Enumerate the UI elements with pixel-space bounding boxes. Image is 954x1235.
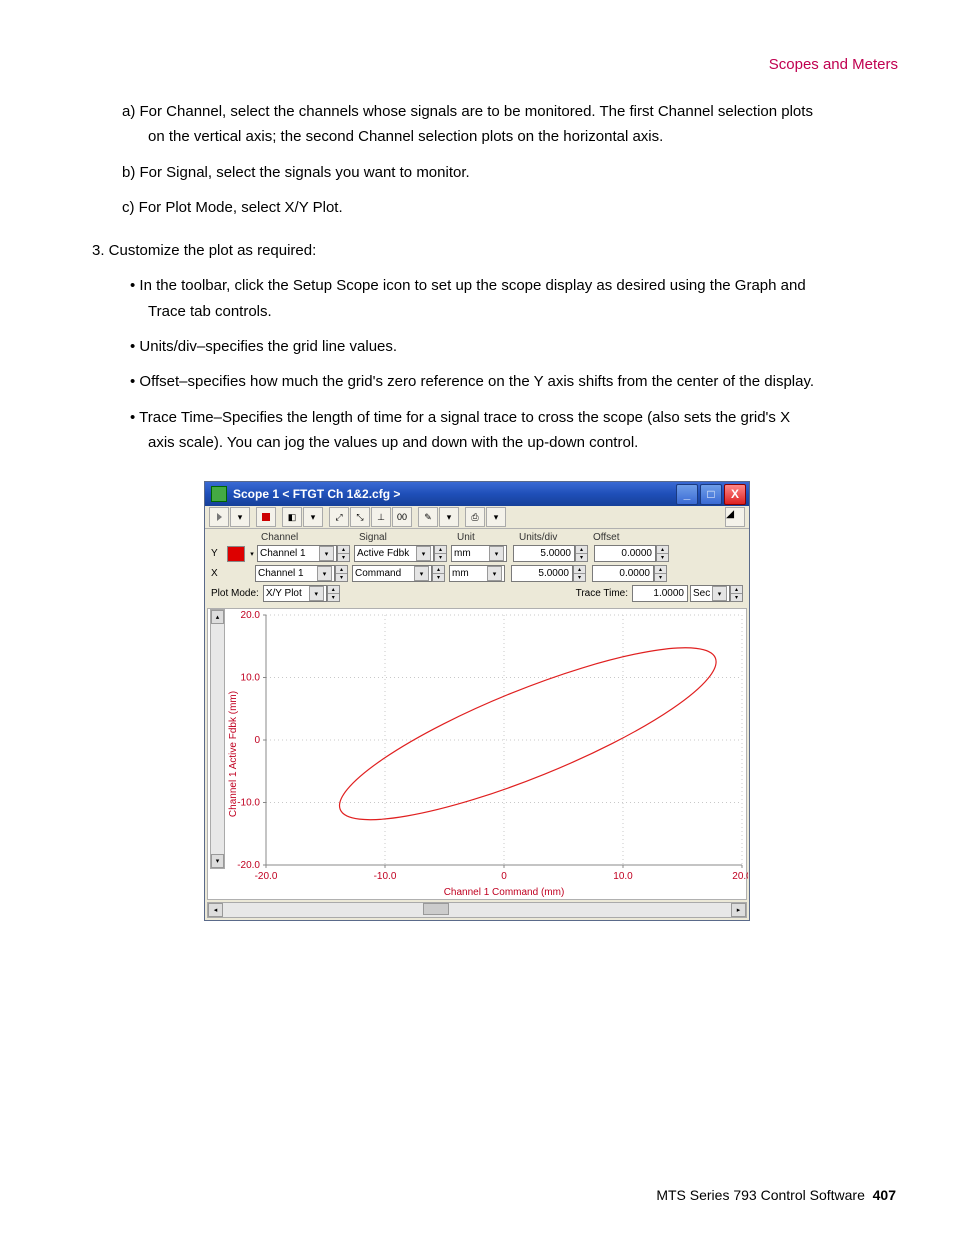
tracetime-label: Trace Time: xyxy=(576,588,628,599)
vscroll-up[interactable]: ▴ xyxy=(211,610,224,624)
col-channel: Channel xyxy=(261,532,359,543)
svg-text:-20.0: -20.0 xyxy=(237,860,260,871)
window-titlebar[interactable]: Scope 1 < FTGT Ch 1&2.cfg > _ □ X xyxy=(205,482,749,506)
step-a: a) For Channel, select the channels whos… xyxy=(56,101,898,122)
autoscale-button[interactable]: ◢ xyxy=(725,507,745,527)
bullet-1-cont: Trace tab controls. xyxy=(56,301,898,322)
play-dropdown[interactable]: ▾ xyxy=(230,507,250,527)
col-unitsdiv: Units/div xyxy=(519,532,593,543)
bullet-4: • Trace Time–Specifies the length of tim… xyxy=(56,407,898,428)
y-unitsdiv-field[interactable]: 5.0000 xyxy=(513,545,575,562)
toolbar: ▾ ◧ ▾ ⤢ ⤡ ⊥ 00 ✎ ▾ ⎙ ▾ ◢ xyxy=(205,506,749,529)
y-offset-field[interactable]: 0.0000 xyxy=(594,545,656,562)
maximize-button[interactable]: □ xyxy=(700,484,722,505)
tool-1[interactable]: ⤢ xyxy=(329,507,349,527)
col-signal: Signal xyxy=(359,532,457,543)
row-x: X Channel 1▾ ▴▾ Command▾ ▴▾ mm▾ 5.0000 ▴… xyxy=(211,565,743,582)
page-footer: MTS Series 793 Control Software 407 xyxy=(656,1187,896,1203)
svg-text:Channel 1 Active Fdbk (mm): Channel 1 Active Fdbk (mm) xyxy=(228,691,239,817)
svg-text:20.0: 20.0 xyxy=(732,871,748,882)
step-3: 3. Customize the plot as required: xyxy=(56,240,898,261)
tool-5-dropdown[interactable]: ▾ xyxy=(439,507,459,527)
stop-button[interactable] xyxy=(256,507,276,527)
row-y: Y ▾ Channel 1▾ ▴▾ Active Fdbk▾ ▴▾ mm▾ 5.… xyxy=(211,545,743,562)
step-c: c) For Plot Mode, select X/Y Plot. xyxy=(56,197,898,218)
x-unit-select[interactable]: mm▾ xyxy=(449,565,505,582)
x-offset-spin[interactable]: ▴▾ xyxy=(654,565,667,582)
xy-plot: -20.0 -10.0 0 10.0 20.0 -20.0 -10.0 0 10.0 20.0 Ch… xyxy=(208,609,748,899)
svg-text:10.0: 10.0 xyxy=(241,673,261,684)
x-channel-select[interactable]: Channel 1▾ xyxy=(255,565,335,582)
plotmode-label: Plot Mode: xyxy=(211,588,259,599)
scope-window: Scope 1 < FTGT Ch 1&2.cfg > _ □ X ▾ ◧ ▾ … xyxy=(204,481,750,921)
print-button[interactable]: ⎙ xyxy=(465,507,485,527)
svg-text:0: 0 xyxy=(501,871,507,882)
svg-text:-20.0: -20.0 xyxy=(255,871,278,882)
plotmode-select[interactable]: X/Y Plot▾ xyxy=(263,585,327,602)
y-label: Y xyxy=(211,548,227,559)
bullet-3: • Offset–specifies how much the grid's z… xyxy=(56,371,898,392)
x-signal-select[interactable]: Command▾ xyxy=(352,565,432,582)
print-dropdown[interactable]: ▾ xyxy=(486,507,506,527)
x-offset-field[interactable]: 0.0000 xyxy=(592,565,654,582)
tracetime-spin[interactable]: ▴▾ xyxy=(730,585,743,602)
svg-text:-10.0: -10.0 xyxy=(374,871,397,882)
tool-3[interactable]: ⊥ xyxy=(371,507,391,527)
close-button[interactable]: X xyxy=(724,484,746,505)
setup-scope-button[interactable]: ◧ xyxy=(282,507,302,527)
x-label: X xyxy=(211,568,227,579)
vscroll-down[interactable]: ▾ xyxy=(211,854,224,868)
plot-hscroll[interactable]: ◂ ▸ xyxy=(207,902,747,918)
y-unitsdiv-spin[interactable]: ▴▾ xyxy=(575,545,588,562)
col-unit: Unit xyxy=(457,532,519,543)
setup-dropdown[interactable]: ▾ xyxy=(303,507,323,527)
tool-5[interactable]: ✎ xyxy=(418,507,438,527)
tool-4[interactable]: 00 xyxy=(392,507,412,527)
y-color-arrow[interactable]: ▾ xyxy=(247,550,257,558)
plot-area: ▴ ▾ -20.0 -10.0 0 10.0 20.0 -20.0 -10.0 0 10.0 20… xyxy=(207,608,747,900)
y-channel-spin[interactable]: ▴▾ xyxy=(337,545,350,562)
y-offset-spin[interactable]: ▴▾ xyxy=(656,545,669,562)
svg-text:10.0: 10.0 xyxy=(613,871,633,882)
svg-text:Channel 1 Command (mm): Channel 1 Command (mm) xyxy=(444,887,565,898)
step-a-cont: on the vertical axis; the second Channel… xyxy=(56,126,898,147)
step-b: b) For Signal, select the signals you wa… xyxy=(56,162,898,183)
svg-text:-10.0: -10.0 xyxy=(237,798,260,809)
y-unit-select[interactable]: mm▾ xyxy=(451,545,507,562)
hscroll-left[interactable]: ◂ xyxy=(208,903,223,917)
plotmode-spin[interactable]: ▴▾ xyxy=(327,585,340,602)
svg-text:20.0: 20.0 xyxy=(241,610,261,621)
bullet-2: • Units/div–specifies the grid line valu… xyxy=(56,336,898,357)
play-button[interactable] xyxy=(209,507,229,527)
tracetime-unit-select[interactable]: Sec▾ xyxy=(690,585,730,602)
section-header: Scopes and Meters xyxy=(56,56,898,73)
x-channel-spin[interactable]: ▴▾ xyxy=(335,565,348,582)
svg-text:0: 0 xyxy=(254,735,260,746)
tracetime-field[interactable]: 1.0000 xyxy=(632,585,688,602)
tool-2[interactable]: ⤡ xyxy=(350,507,370,527)
minimize-button[interactable]: _ xyxy=(676,484,698,505)
plot-vscroll[interactable]: ▴ ▾ xyxy=(210,609,225,869)
bullet-4-cont: axis scale). You can jog the values up a… xyxy=(56,432,898,453)
channel-controls: Channel Signal Unit Units/div Offset Y ▾… xyxy=(205,529,749,606)
hscroll-right[interactable]: ▸ xyxy=(731,903,746,917)
col-offset: Offset xyxy=(593,532,663,543)
bullet-1: • In the toolbar, click the Setup Scope … xyxy=(56,275,898,296)
window-title: Scope 1 < FTGT Ch 1&2.cfg > xyxy=(233,487,674,501)
y-signal-select[interactable]: Active Fdbk▾ xyxy=(354,545,434,562)
x-unitsdiv-field[interactable]: 5.0000 xyxy=(511,565,573,582)
x-signal-spin[interactable]: ▴▾ xyxy=(432,565,445,582)
y-channel-select[interactable]: Channel 1▾ xyxy=(257,545,337,562)
y-signal-spin[interactable]: ▴▾ xyxy=(434,545,447,562)
x-unitsdiv-spin[interactable]: ▴▾ xyxy=(573,565,586,582)
y-color-swatch[interactable] xyxy=(227,546,245,562)
window-icon xyxy=(211,486,227,502)
